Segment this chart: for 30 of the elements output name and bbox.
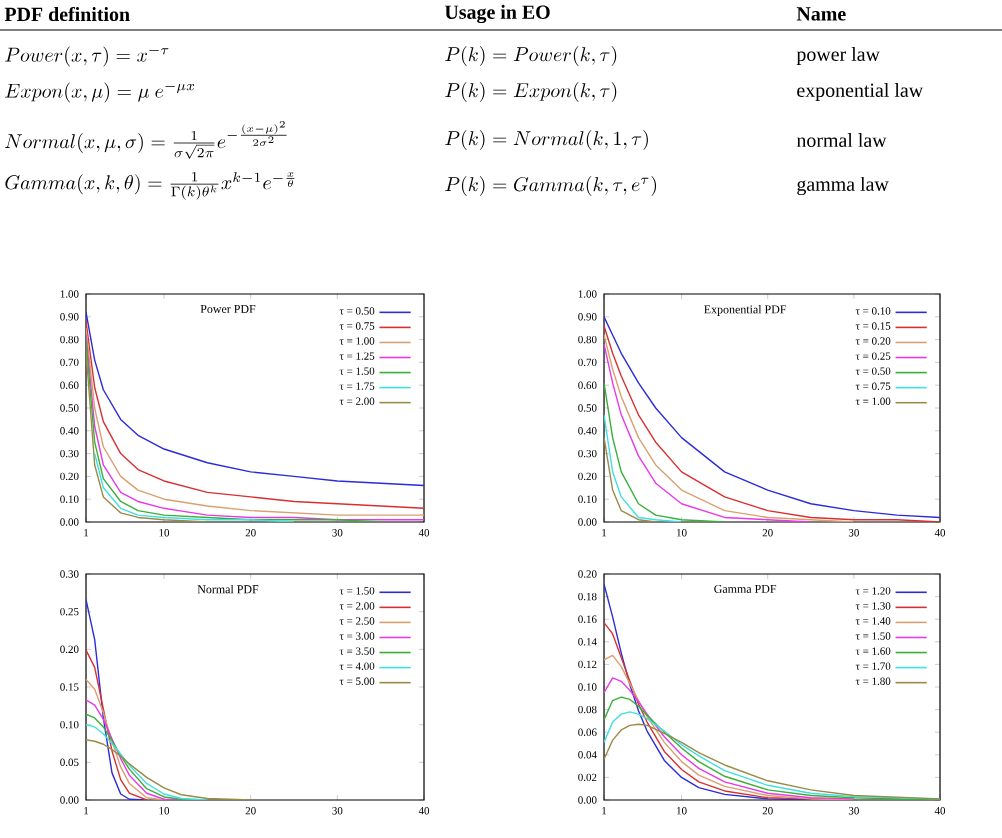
text: PDF definition	[4, 6, 130, 22]
text: $Normal(x,\mu,\sigma) = \frac{1}{\sigma\sqrt{2\pi}} e^{-\frac{(x-\mu)^2}{2\sigma^2}}$	[5, 120, 287, 159]
line-series	[604, 654, 855, 800]
text: $P(k) = Power(k,\tau)$	[445, 46, 617, 66]
line-series	[86, 739, 252, 800]
line-series	[604, 436, 657, 522]
text: normal law	[796, 132, 887, 147]
text: power law	[796, 46, 880, 66]
line-series	[86, 350, 209, 522]
text: Usage in EO	[444, 4, 550, 24]
line-series	[86, 678, 165, 800]
line-series	[604, 334, 855, 522]
line-series	[604, 583, 812, 800]
text: $Expon(x,\mu) = \mu\ e^{-\mu x}$	[5, 82, 195, 103]
line-series	[93, 452, 295, 522]
line-series	[604, 677, 855, 800]
text: Name	[796, 7, 846, 21]
line-series	[604, 382, 726, 522]
line-series	[604, 414, 683, 522]
text: exponential law	[797, 82, 924, 102]
text: $P(k) = Expon(k,\tau)$	[445, 82, 617, 102]
line-series	[604, 343, 812, 522]
line-series	[86, 649, 148, 800]
text: $P(k) = Normal(k,1,\tau)$	[445, 130, 648, 150]
line-series	[86, 598, 148, 800]
text: $Power(x,\tau) = x^{-\tau}$	[5, 46, 169, 67]
text: $Gamma(x,k,\theta) = \frac{1}{\Gamma(k)\theta^k} x^{k-1} e^{-\frac{x}{\theta}}$	[5, 172, 295, 200]
line-series	[86, 311, 425, 487]
text: gamma law	[797, 176, 889, 196]
text: $P(k) = Gamma(k,\tau,e^{\tau})$	[445, 176, 657, 196]
